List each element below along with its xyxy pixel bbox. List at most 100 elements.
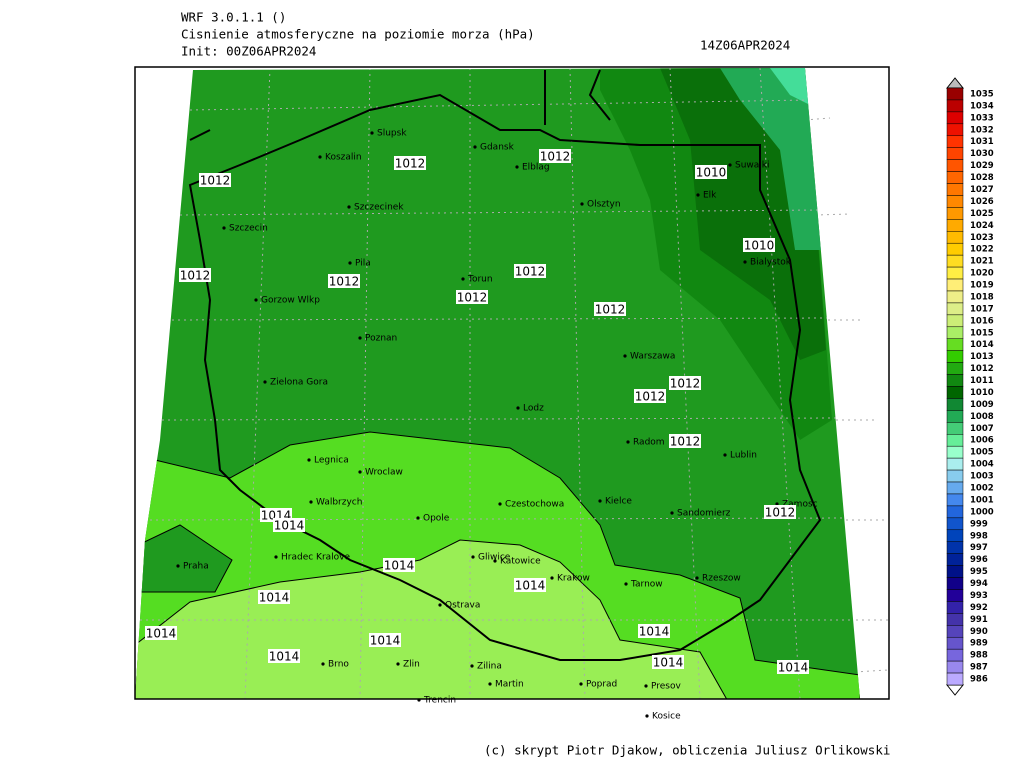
colorbar-label: 1018 <box>970 292 994 302</box>
map-frame <box>134 66 890 700</box>
isobar-label-bg <box>638 624 670 638</box>
isobar-label-bg <box>539 149 571 163</box>
border <box>188 93 822 661</box>
colorbar-cell <box>946 111 964 125</box>
colorbar-cell <box>946 231 964 244</box>
isobar-label-bg <box>258 590 290 604</box>
city-label: Opole <box>423 514 450 524</box>
colorbar-cell <box>946 386 964 399</box>
colorbar-label: 994 <box>970 579 988 589</box>
map-field <box>135 68 860 699</box>
model: WRF 3.0.1.1 () <box>181 10 286 25</box>
colorbar-label: 1023 <box>970 233 994 243</box>
colorbar-label: 1001 <box>970 495 994 505</box>
colorbar-label: 988 <box>970 651 988 661</box>
isobar-label-bg <box>669 376 701 390</box>
isobar-label: 1012 <box>200 174 231 188</box>
colorbar-cell <box>946 278 964 292</box>
city-label: Kielce <box>605 497 632 507</box>
city-label: Suwalki <box>735 161 770 171</box>
colorbar-label: 1029 <box>970 161 994 171</box>
colorbar-label: 1027 <box>970 185 994 195</box>
colorbar-label: 1016 <box>970 316 994 326</box>
city-dot <box>696 193 700 197</box>
city-dot <box>416 516 420 520</box>
city-label: Walbrzych <box>316 498 362 508</box>
colorbar-cell <box>946 87 964 101</box>
colorbar-label: 1012 <box>970 364 994 374</box>
city-label: Elk <box>703 191 717 201</box>
city-label: Zamosc <box>782 500 818 510</box>
colorbar-cell <box>946 469 964 483</box>
colorbar-cell <box>946 362 964 375</box>
city-label: Warszawa <box>630 352 675 362</box>
city-label: Zlin <box>403 660 420 670</box>
colorbar-label: 1035 <box>970 89 994 99</box>
city-label: Kosice <box>652 712 681 722</box>
colorbar-top <box>945 77 965 89</box>
colorbar-cell <box>946 625 964 638</box>
city-dot <box>723 453 727 457</box>
isobar-label: 1012 <box>457 291 488 305</box>
colorbar-label: 997 <box>970 543 988 553</box>
isobar-label-bg <box>369 633 401 647</box>
isobar-label-bg <box>514 578 546 592</box>
isobar-label-bg <box>456 290 488 304</box>
grid-outside <box>804 117 889 673</box>
city-dot <box>580 202 584 206</box>
colorbar-label: 1032 <box>970 125 994 135</box>
colorbar-label: 989 <box>970 639 988 649</box>
isobar-label: 1012 <box>180 269 211 283</box>
isobar-label: 1014 <box>269 650 300 664</box>
city-dot <box>307 458 311 462</box>
isobar-label-bg <box>394 156 426 170</box>
colorbar-cell <box>946 350 964 363</box>
city-label: Katowice <box>500 557 541 567</box>
city-dot <box>358 336 362 340</box>
colorbar-label: 987 <box>970 663 988 673</box>
valid-time: 14Z06APR2024 <box>700 38 790 53</box>
city-dot <box>417 698 421 702</box>
city-dot <box>728 163 732 167</box>
colorbar-cell <box>946 147 964 160</box>
city-label: Ostrava <box>445 601 480 611</box>
colorbar-cell <box>946 302 964 316</box>
city-label: Torun <box>467 275 493 285</box>
city-dot <box>473 145 477 149</box>
city-dot <box>626 440 630 444</box>
colorbar-label: 999 <box>970 519 988 529</box>
city-label: Lublin <box>730 451 757 461</box>
colorbar-cell <box>946 636 964 650</box>
city-dot <box>461 277 465 281</box>
isobar-label: 1012 <box>765 506 796 520</box>
colorbar-label: 1033 <box>970 113 994 123</box>
isobar-label-bg <box>268 649 300 663</box>
isobar-label: 1012 <box>595 303 626 317</box>
colorbar-label: 1031 <box>970 137 994 147</box>
colorbar-label: 1007 <box>970 424 994 434</box>
colorbar-label: 998 <box>970 531 988 541</box>
isobar-label-bg <box>514 264 546 278</box>
city-dot <box>471 555 475 559</box>
city-dot <box>274 555 278 559</box>
city-label: Praha <box>183 562 209 572</box>
city-dot <box>318 155 322 159</box>
city-dot <box>347 205 351 209</box>
city-label: Olsztyn <box>587 200 621 210</box>
city-label: Szczecinek <box>354 203 404 213</box>
colorbar-cell <box>946 565 964 578</box>
colorbar-cell <box>946 326 964 339</box>
colorbar-cell <box>946 207 964 220</box>
colorbar-label: 1010 <box>970 388 994 398</box>
footer: (c) skrypt Piotr Djakow, obliczenia Juli… <box>484 743 890 758</box>
city-label: Bialystok <box>750 258 792 268</box>
isobar-label: 1012 <box>329 275 360 289</box>
isobar-label-bg <box>764 505 796 519</box>
city-label: Poprad <box>586 680 617 690</box>
city-label: Szczecin <box>229 224 268 234</box>
city-dot <box>370 131 374 135</box>
city-label: Poznan <box>365 334 397 344</box>
city-dot <box>438 603 442 607</box>
colorbar-cell <box>946 398 964 411</box>
colorbar-cell <box>946 553 964 566</box>
